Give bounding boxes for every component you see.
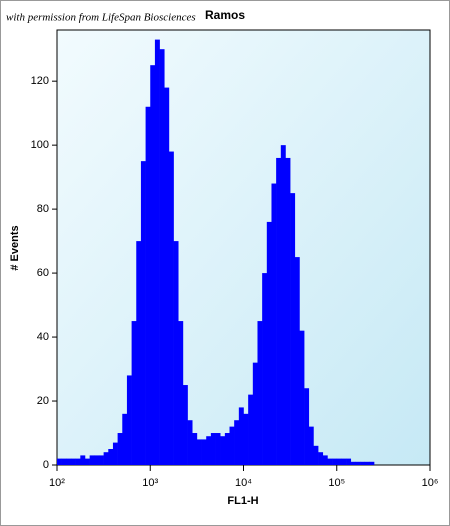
histogram-bar	[122, 413, 128, 465]
histogram-bar	[257, 321, 263, 465]
plot-area	[56, 29, 431, 466]
histogram-bar	[210, 433, 216, 465]
histogram-bar	[126, 375, 132, 465]
y-tick-label: 0	[43, 459, 49, 471]
histogram-bar	[94, 455, 100, 465]
histogram-bar	[159, 49, 165, 466]
x-tick-label: 10²	[49, 477, 65, 489]
histogram-bar	[322, 455, 328, 465]
histogram-bar	[173, 241, 179, 465]
histogram-bar	[66, 458, 72, 465]
histogram-bar	[154, 39, 160, 466]
x-tick-label: 10⁵	[328, 477, 345, 489]
histogram-bar	[238, 407, 244, 465]
histogram-bar	[71, 458, 76, 465]
histogram-bar	[360, 461, 366, 465]
y-tick-label: 120	[31, 75, 49, 87]
histogram-bar	[196, 439, 202, 465]
histogram-bar	[150, 65, 156, 465]
histogram-bar	[140, 161, 146, 465]
histogram-bar	[164, 87, 170, 465]
histogram-bar	[131, 321, 137, 465]
histogram-bar	[182, 385, 188, 465]
histogram-bar	[80, 455, 86, 465]
y-tick-label: 100	[31, 139, 49, 151]
histogram-bar	[136, 241, 142, 465]
histogram-bar	[262, 273, 268, 465]
watermark: with permission from LifeSpan Bioscience…	[6, 12, 196, 24]
histogram-bar	[145, 106, 151, 465]
histogram-bar	[271, 183, 277, 465]
histogram-bar	[299, 330, 305, 465]
histogram-bar	[89, 455, 95, 465]
x-axis-label: FL1-H	[227, 495, 258, 507]
histogram-bar	[192, 433, 198, 465]
histogram-bar	[98, 455, 104, 465]
y-tick-label: 60	[37, 267, 49, 279]
y-tick-label: 20	[37, 395, 49, 407]
histogram-bar	[252, 362, 258, 465]
histogram-bar	[346, 458, 352, 465]
y-tick-label: 40	[37, 331, 49, 343]
x-tick-label: 10⁴	[235, 477, 252, 489]
histogram-bar	[290, 193, 296, 465]
histogram-bar	[355, 461, 361, 465]
histogram-bar	[187, 420, 193, 465]
histogram-bar	[117, 433, 123, 465]
histogram-bar	[350, 461, 356, 465]
x-tick-label: 10³	[142, 477, 158, 489]
histogram-bar	[266, 221, 272, 465]
x-tick-label: 10⁶	[422, 477, 439, 489]
chart-title: Ramos	[205, 8, 245, 22]
histogram-bar	[75, 458, 81, 465]
y-tick-label: 80	[37, 203, 49, 215]
histogram-bar	[112, 442, 118, 465]
histogram-bar	[308, 426, 314, 465]
histogram-bar	[369, 461, 375, 465]
histogram-bar	[103, 452, 109, 465]
histogram-bar	[178, 321, 184, 465]
histogram-bar	[280, 145, 286, 465]
y-axis-label: # Events	[9, 225, 21, 270]
histogram-bar	[215, 433, 221, 465]
histogram-bar	[243, 413, 249, 465]
histogram-bar	[276, 157, 282, 466]
histogram-bar	[201, 439, 207, 465]
histogram-bar	[336, 458, 342, 465]
histogram-bar	[332, 458, 338, 465]
histogram-bar	[168, 151, 174, 465]
histogram-bar	[364, 461, 370, 465]
histogram-bar	[84, 458, 90, 465]
histogram-bar	[313, 445, 319, 465]
histogram-bar	[61, 458, 67, 465]
histogram-bar	[327, 458, 333, 465]
histogram-bar	[318, 452, 324, 465]
histogram-bar	[285, 157, 291, 466]
histogram-bar	[229, 426, 235, 465]
histogram-bar	[224, 433, 230, 465]
histogram-bar	[304, 388, 310, 465]
histogram-bar	[234, 420, 240, 465]
histogram-bar	[220, 436, 226, 465]
histogram-bar	[57, 458, 62, 465]
histogram-bar	[108, 449, 114, 465]
histogram-bar	[248, 394, 254, 465]
histogram-bar	[294, 257, 300, 465]
histogram-bar	[206, 436, 212, 465]
histogram-bar	[341, 458, 347, 465]
